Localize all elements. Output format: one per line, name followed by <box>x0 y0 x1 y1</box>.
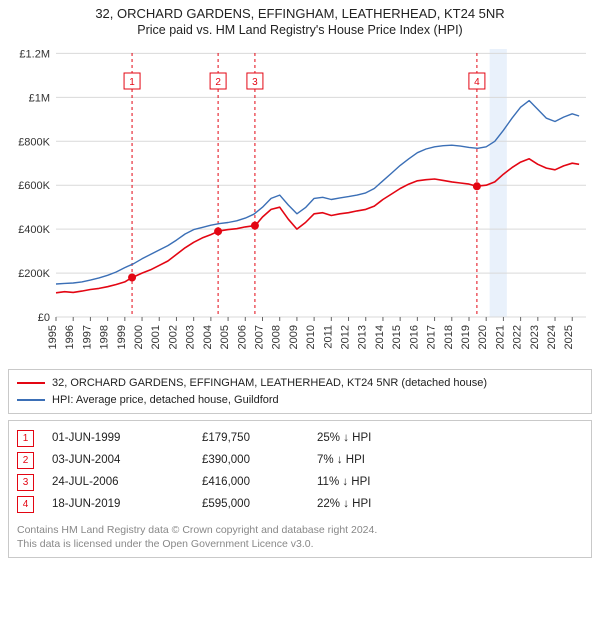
legend-label-property: 32, ORCHARD GARDENS, EFFINGHAM, LEATHERH… <box>52 375 487 392</box>
svg-text:£800K: £800K <box>18 136 50 148</box>
svg-text:2007: 2007 <box>253 325 265 349</box>
sales-table: 1 01-JUN-1999£179,75025% ↓ HPI 2 03-JUN-200… <box>8 420 592 558</box>
sales-row: 2 03-JUN-2004£390,0007% ↓ HPI <box>17 449 583 471</box>
footnote: Contains HM Land Registry data © Crown c… <box>17 523 583 551</box>
svg-text:2020: 2020 <box>477 325 489 349</box>
sales-row: 4 18-JUN-2019£595,00022% ↓ HPI <box>17 493 583 515</box>
price-chart: £0 £200K £400K £600K £800K £1M £1.2M 1995 1996 19… <box>8 43 592 363</box>
legend-row-hpi: HPI: Average price, detached house, Guil… <box>17 392 583 409</box>
svg-text:2008: 2008 <box>271 325 283 349</box>
svg-text:£1M: £1M <box>29 92 50 104</box>
legend-label-hpi: HPI: Average price, detached house, Guil… <box>52 392 279 409</box>
sale-diff: 22% ↓ HPI <box>317 498 371 510</box>
sale-price: £179,750 <box>202 432 317 444</box>
svg-text:2018: 2018 <box>443 325 455 349</box>
svg-text:1999: 1999 <box>116 325 128 349</box>
chart-area: £0 £200K £400K £600K £800K £1M £1.2M 1995 1996 19… <box>8 43 592 363</box>
svg-text:2019: 2019 <box>460 325 472 349</box>
chart-title-block: 32, ORCHARD GARDENS, EFFINGHAM, LEATHERH… <box>8 6 592 37</box>
sale-diff: 11% ↓ HPI <box>317 476 370 488</box>
sale-price: £390,000 <box>202 454 317 466</box>
legend-swatch-red <box>17 382 45 384</box>
svg-text:1995: 1995 <box>47 325 59 349</box>
chart-subtitle: Price paid vs. HM Land Registry's House … <box>8 23 592 37</box>
svg-text:£200K: £200K <box>18 268 50 280</box>
svg-text:2025: 2025 <box>563 325 575 349</box>
sales-row: 3 24-JUL-2006£416,00011% ↓ HPI <box>17 471 583 493</box>
svg-text:2021: 2021 <box>494 325 506 349</box>
svg-text:£0: £0 <box>38 312 50 324</box>
sale-marker-icon: 2 <box>17 452 34 469</box>
sale-price: £416,000 <box>202 476 317 488</box>
footnote-line-1: Contains HM Land Registry data © Crown c… <box>17 524 377 536</box>
svg-text:2014: 2014 <box>374 325 386 349</box>
svg-text:£600K: £600K <box>18 180 50 192</box>
svg-text:2000: 2000 <box>133 325 145 349</box>
svg-text:2004: 2004 <box>202 325 214 349</box>
svg-text:2001: 2001 <box>150 325 162 349</box>
svg-text:2: 2 <box>215 77 221 88</box>
sale-date: 03-JUN-2004 <box>52 454 202 466</box>
svg-text:1: 1 <box>129 77 135 88</box>
svg-text:2003: 2003 <box>185 325 197 349</box>
svg-text:1996: 1996 <box>64 325 76 349</box>
svg-text:2011: 2011 <box>322 325 334 349</box>
svg-text:4: 4 <box>474 77 480 88</box>
svg-text:2015: 2015 <box>391 325 403 349</box>
sale-date: 01-JUN-1999 <box>52 432 202 444</box>
legend-swatch-blue <box>17 399 45 401</box>
sale-diff: 25% ↓ HPI <box>317 432 371 444</box>
svg-text:2016: 2016 <box>408 325 420 349</box>
legend: 32, ORCHARD GARDENS, EFFINGHAM, LEATHERH… <box>8 369 592 414</box>
svg-text:2023: 2023 <box>529 325 541 349</box>
svg-text:2012: 2012 <box>340 325 352 349</box>
sales-row: 1 01-JUN-1999£179,75025% ↓ HPI <box>17 427 583 449</box>
svg-text:1997: 1997 <box>81 325 93 349</box>
svg-text:2017: 2017 <box>426 325 438 349</box>
svg-text:2010: 2010 <box>305 325 317 349</box>
sale-price: £595,000 <box>202 498 317 510</box>
svg-text:£1.2M: £1.2M <box>19 48 50 60</box>
sale-diff: 7% ↓ HPI <box>317 454 365 466</box>
sale-date: 24-JUL-2006 <box>52 476 202 488</box>
sale-marker-icon: 1 <box>17 430 34 447</box>
svg-text:2002: 2002 <box>167 325 179 349</box>
svg-text:3: 3 <box>252 77 258 88</box>
svg-text:2005: 2005 <box>219 325 231 349</box>
chart-title: 32, ORCHARD GARDENS, EFFINGHAM, LEATHERH… <box>8 6 592 21</box>
sale-marker-icon: 4 <box>17 496 34 513</box>
svg-text:2013: 2013 <box>357 325 369 349</box>
sale-date: 18-JUN-2019 <box>52 498 202 510</box>
svg-text:£400K: £400K <box>18 224 50 236</box>
legend-row-property: 32, ORCHARD GARDENS, EFFINGHAM, LEATHERH… <box>17 375 583 392</box>
svg-text:2009: 2009 <box>288 325 300 349</box>
svg-text:2006: 2006 <box>236 325 248 349</box>
footnote-line-2: This data is licensed under the Open Gov… <box>17 538 314 550</box>
sale-marker-icon: 3 <box>17 474 34 491</box>
svg-text:2024: 2024 <box>546 325 558 349</box>
svg-text:1998: 1998 <box>99 325 111 349</box>
svg-text:2022: 2022 <box>512 325 524 349</box>
